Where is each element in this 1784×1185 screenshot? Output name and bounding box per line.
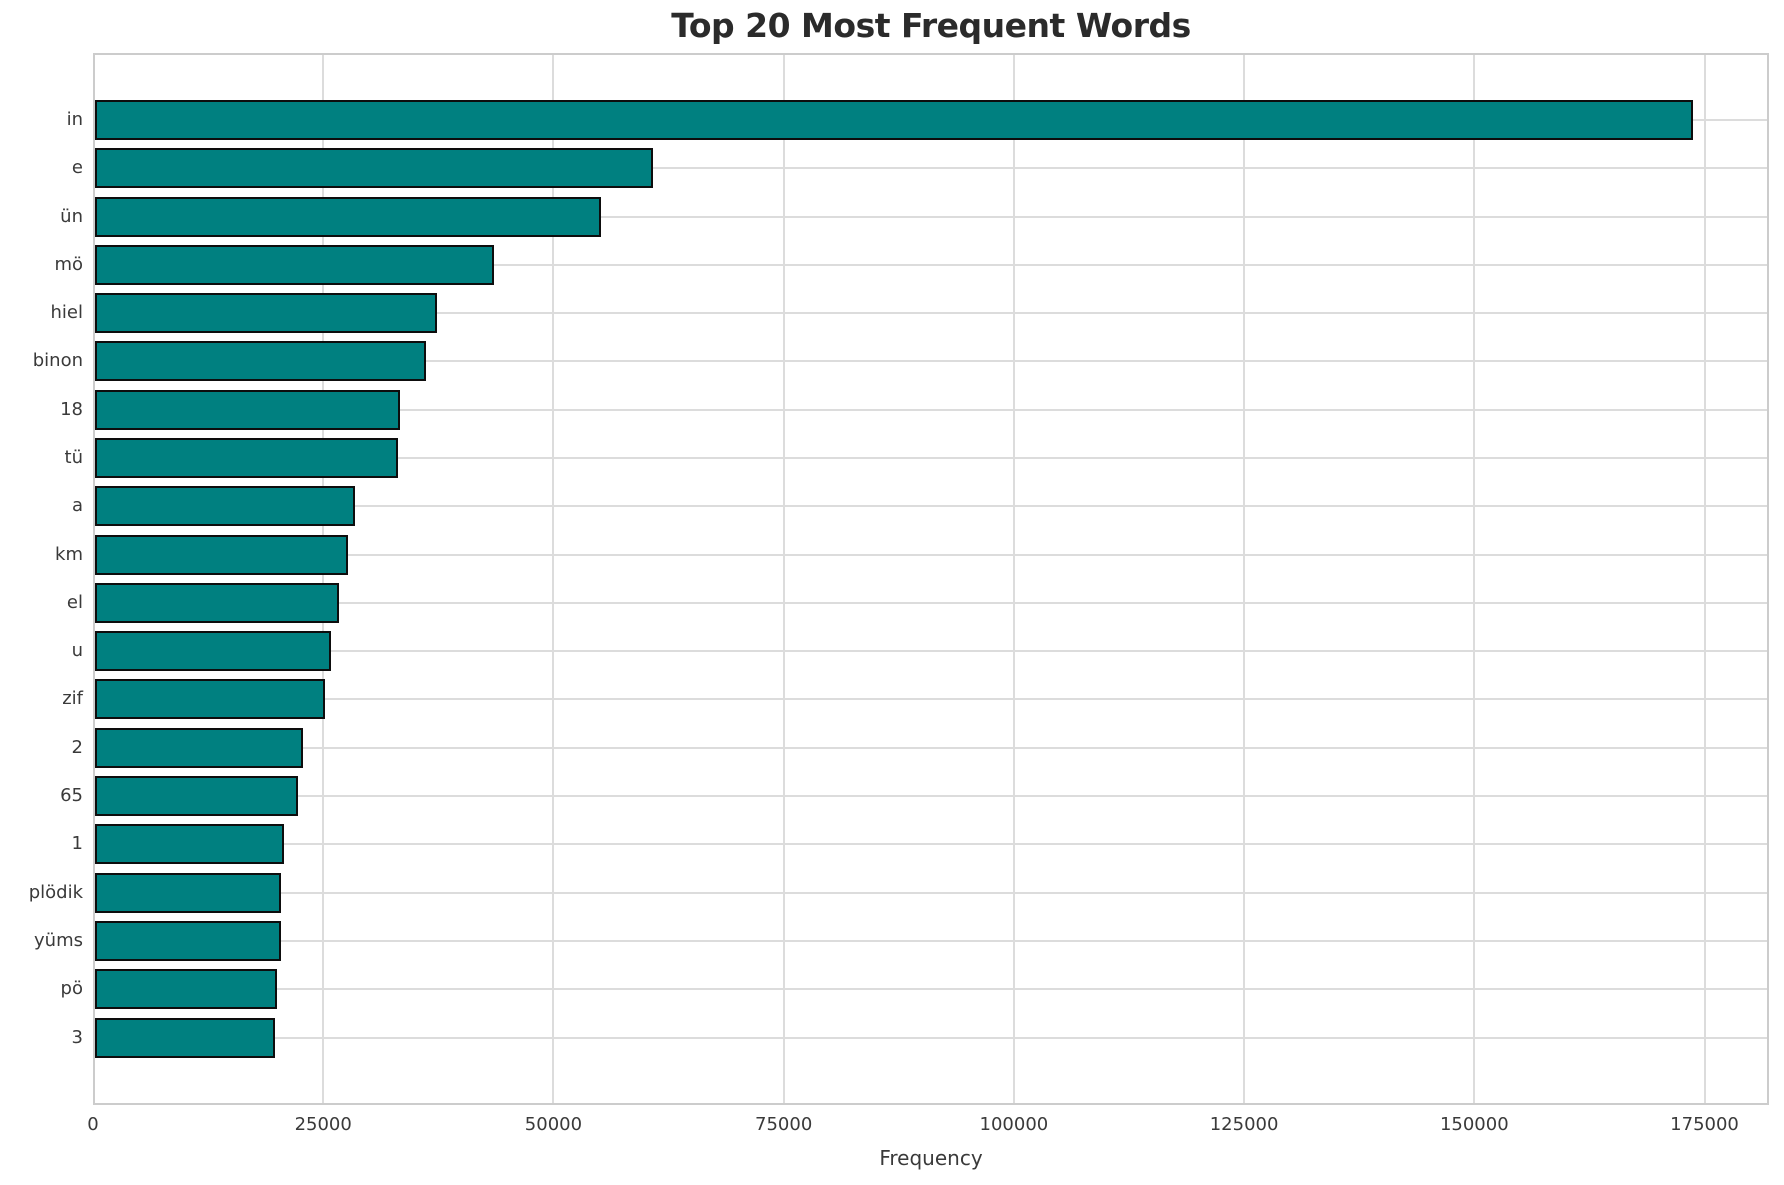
horizontal-gridline (95, 650, 1767, 653)
horizontal-gridline (95, 795, 1767, 798)
vertical-gridline (552, 55, 555, 1103)
bar-u (95, 631, 331, 672)
horizontal-gridline (95, 553, 1767, 556)
x-axis-label: Frequency (879, 1146, 983, 1170)
vertical-gridline (1473, 55, 1476, 1103)
y-tick-label: binon (32, 350, 83, 372)
bar-km (95, 534, 349, 575)
horizontal-gridline (95, 601, 1767, 604)
horizontal-gridline (95, 263, 1767, 266)
bar-pö (95, 969, 278, 1010)
bar-mö (95, 244, 494, 285)
x-tick-label: 100000 (979, 1114, 1049, 1135)
horizontal-gridline (95, 843, 1767, 846)
bar-binon (95, 341, 426, 382)
x-tick-label: 0 (87, 1114, 99, 1135)
horizontal-gridline (95, 215, 1767, 218)
x-tick-label: 25000 (294, 1114, 352, 1135)
y-tick-label: yüms (34, 929, 83, 951)
y-tick-label: el (66, 591, 83, 613)
bar-1 (95, 824, 284, 865)
bar-hiel (95, 293, 437, 334)
y-tick-label: hiel (50, 302, 83, 324)
y-tick-label: 18 (60, 398, 83, 420)
y-tick-label: tü (64, 447, 83, 469)
x-tick-label: 125000 (1209, 1114, 1279, 1135)
horizontal-gridline (95, 360, 1767, 363)
bar-65 (95, 776, 298, 817)
horizontal-gridline (95, 1036, 1767, 1039)
horizontal-gridline (95, 746, 1767, 749)
bar-zif (95, 679, 326, 720)
y-tick-label: zif (62, 688, 83, 710)
bar-el (95, 582, 340, 623)
horizontal-gridline (95, 891, 1767, 894)
y-tick-label: km (55, 543, 83, 565)
y-tick-label: 3 (71, 1026, 83, 1048)
horizontal-gridline (95, 988, 1767, 991)
y-tick-label: e (71, 157, 83, 179)
x-tick-label: 75000 (755, 1114, 813, 1135)
y-tick-label: u (71, 640, 83, 662)
horizontal-gridline (95, 698, 1767, 701)
horizontal-gridline (95, 408, 1767, 411)
x-tick-label: 175000 (1670, 1114, 1739, 1135)
bar-ün (95, 196, 602, 237)
y-tick-label: a (71, 495, 83, 517)
y-tick-label: 65 (60, 785, 83, 807)
vertical-gridline (322, 55, 325, 1103)
bar-in (95, 100, 1693, 140)
bar-tü (95, 438, 398, 479)
bar-3 (95, 1017, 276, 1058)
chart-title: Top 20 Most Frequent Words (671, 6, 1191, 45)
vertical-gridline (1243, 55, 1246, 1103)
vertical-gridline (1703, 55, 1706, 1103)
y-tick-label: in (66, 109, 83, 130)
x-tick-label: 50000 (524, 1114, 583, 1135)
bar-yüms (95, 920, 281, 961)
bar-plödik (95, 872, 282, 913)
horizontal-gridline (95, 167, 1767, 170)
horizontal-gridline (95, 457, 1767, 460)
y-tick-label: 1 (71, 833, 83, 855)
y-tick-label: 2 (71, 736, 83, 758)
y-tick-label: pö (60, 978, 83, 1000)
horizontal-gridline (95, 312, 1767, 315)
vertical-gridline (782, 55, 785, 1103)
bar-18 (95, 389, 400, 430)
plot-area (93, 53, 1769, 1105)
bar-2 (95, 727, 304, 768)
vertical-gridline (1012, 55, 1015, 1103)
y-tick-label: ün (60, 205, 83, 227)
x-tick-label: 150000 (1439, 1114, 1509, 1135)
y-tick-label: plödik (28, 881, 83, 903)
y-tick-label: mö (54, 253, 83, 275)
bar-e (95, 148, 654, 189)
bar-a (95, 486, 355, 527)
horizontal-gridline (95, 505, 1767, 508)
horizontal-gridline (95, 939, 1767, 942)
